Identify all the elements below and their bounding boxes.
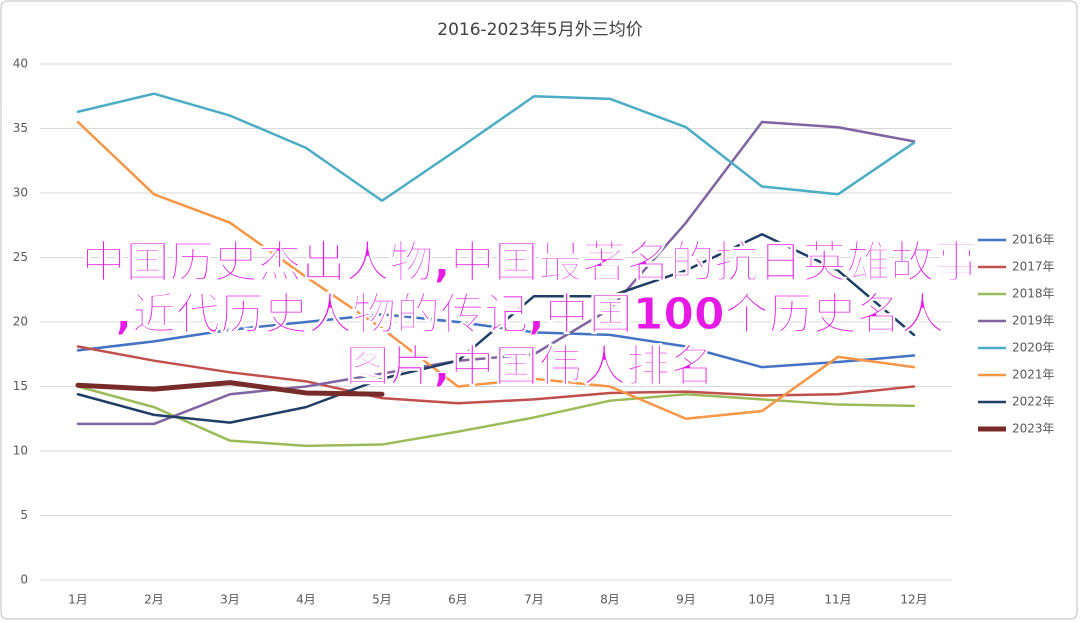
x-tick-label: 4月: [296, 593, 316, 607]
y-tick-label: 20: [13, 315, 28, 329]
x-tick-label: 7月: [524, 593, 544, 607]
y-tick-label: 40: [13, 57, 28, 71]
x-tick-label: 10月: [748, 593, 775, 607]
y-tick-label: 35: [13, 121, 28, 135]
legend-label: 2018年: [1012, 287, 1055, 301]
legend-label: 2019年: [1012, 314, 1055, 328]
chart-title: 2016-2023年5月外三均价: [437, 20, 642, 40]
x-tick-label: 11月: [824, 593, 851, 607]
x-tick-label: 8月: [600, 593, 620, 607]
legend-label: 2023年: [1012, 422, 1055, 436]
overlay-text: ,近代历史人物的传记,中国100个历史名人: [115, 289, 944, 340]
overlay-text: 图片,中国伟人排名: [346, 341, 715, 392]
legend-label: 2022年: [1012, 395, 1055, 409]
series-line: [76, 385, 916, 448]
y-tick-label: 0: [20, 573, 28, 587]
series-line: [75, 380, 385, 397]
x-tick-label: 5月: [372, 593, 392, 607]
y-tick-label: 30: [13, 186, 28, 200]
y-tick-label: 15: [13, 379, 28, 393]
x-tick-label: 3月: [220, 593, 240, 607]
legend-label: 2016年: [1012, 233, 1055, 247]
series-line: [76, 345, 916, 405]
x-tick-label: 2月: [144, 593, 164, 607]
series-line: [76, 120, 916, 426]
series-line: [76, 120, 916, 420]
y-tick-label: 25: [13, 250, 28, 264]
x-tick-label: 1月: [68, 593, 88, 607]
series-line: [76, 92, 916, 202]
legend-label: 2021年: [1012, 368, 1055, 382]
x-tick-label: 9月: [676, 593, 696, 607]
x-tick-label: 6月: [448, 593, 468, 607]
legend-label: 2020年: [1012, 341, 1055, 355]
legend-label: 2017年: [1012, 260, 1055, 274]
y-tick-label: 5: [20, 508, 28, 522]
y-tick-label: 10: [13, 444, 28, 458]
x-tick-label: 12月: [900, 593, 927, 607]
overlay-text: 中国历史杰出人物,中国最著名的抗日英雄故事: [82, 237, 979, 288]
series-line: [76, 233, 916, 424]
